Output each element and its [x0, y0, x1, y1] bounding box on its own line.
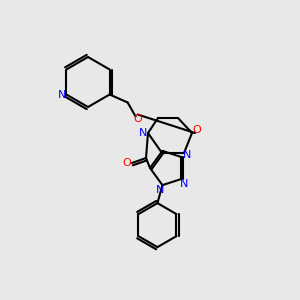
Text: N: N	[156, 185, 165, 195]
Text: O: O	[193, 125, 201, 135]
Text: O: O	[123, 158, 131, 168]
Text: N: N	[180, 178, 189, 189]
Text: N: N	[139, 128, 147, 138]
Text: N: N	[58, 89, 67, 100]
Text: O: O	[133, 115, 142, 124]
Text: N: N	[183, 150, 192, 161]
